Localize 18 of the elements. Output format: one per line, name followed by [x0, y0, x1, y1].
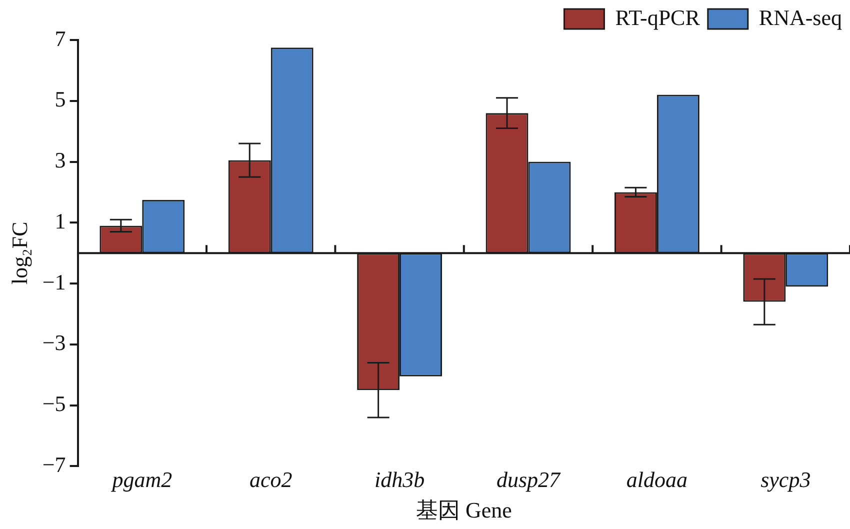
x-tick-label: dusp27	[496, 467, 562, 492]
x-tick-label: idh3b	[374, 467, 425, 492]
y-tick-label: −7	[42, 452, 66, 477]
y-tick-label: −1	[42, 269, 66, 294]
legend-label: RT-qPCR	[615, 4, 700, 30]
y-tick-label: 7	[54, 26, 66, 51]
y-axis-title: log₂FC	[6, 222, 32, 284]
x-axis-title: 基因 Gene	[416, 498, 512, 523]
x-tick-label: aldoaa	[626, 467, 688, 492]
x-tick-label: sycp3	[760, 467, 811, 492]
y-tick-label: −5	[42, 391, 66, 416]
y-tick-label: 1	[54, 208, 66, 234]
y-tick-label: 5	[54, 86, 66, 112]
y-tick-label: −3	[42, 330, 66, 356]
x-tick-label: pgam2	[110, 467, 172, 492]
legend-label: RNA-seq	[758, 4, 842, 30]
x-tick-label: aco2	[249, 467, 292, 492]
y-tick-label: 3	[54, 148, 66, 173]
